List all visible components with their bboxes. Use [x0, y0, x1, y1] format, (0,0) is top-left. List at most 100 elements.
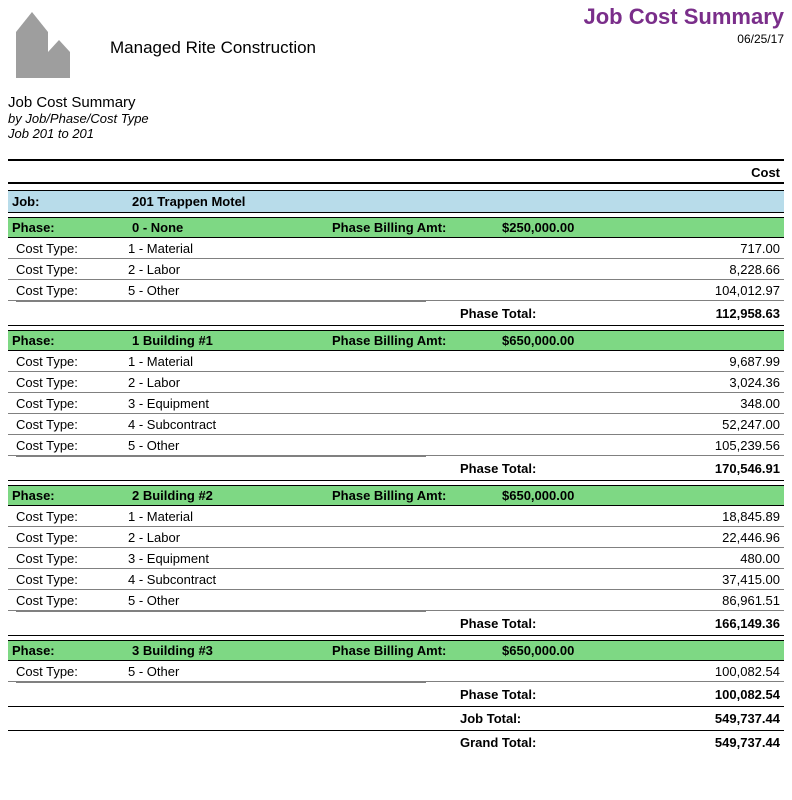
job-name: 201 Trappen Motel: [132, 194, 332, 209]
cost-type-label: Cost Type:: [16, 530, 128, 545]
phase-label: Phase:: [12, 333, 132, 348]
report-page: Job Cost Summary 06/25/17 Managed Rite C…: [0, 0, 792, 758]
cost-type-name: 5 - Other: [128, 593, 640, 608]
phase-total-row: Phase Total:166,149.36: [8, 612, 784, 636]
phase-total-value: 112,958.63: [640, 306, 780, 321]
cost-type-label: Cost Type:: [16, 241, 128, 256]
cost-type-label: Cost Type:: [16, 396, 128, 411]
cost-type-name: 5 - Other: [128, 664, 640, 679]
cost-type-label: Cost Type:: [16, 593, 128, 608]
cost-type-name: 2 - Labor: [128, 530, 640, 545]
cost-type-name: 1 - Material: [128, 509, 640, 524]
phase-total-label: Phase Total:: [460, 616, 640, 631]
company-name: Managed Rite Construction: [110, 38, 316, 58]
cost-type-row: Cost Type:4 - Subcontract37,415.00: [8, 569, 784, 590]
report-title: Job Cost Summary: [584, 4, 785, 30]
phase-row: Phase:3 Building #3Phase Billing Amt:$65…: [8, 640, 784, 661]
cost-type-value: 18,845.89: [640, 509, 780, 524]
cost-type-row: Cost Type:3 - Equipment348.00: [8, 393, 784, 414]
sub-title: Job Cost Summary: [8, 94, 784, 111]
cost-type-value: 105,239.56: [640, 438, 780, 453]
grand-total-row: Grand Total: 549,737.44: [8, 731, 784, 754]
phase-name: 2 Building #2: [132, 488, 332, 503]
cost-type-value: 22,446.96: [640, 530, 780, 545]
cost-type-label: Cost Type:: [16, 664, 128, 679]
cost-type-label: Cost Type:: [16, 438, 128, 453]
sub-header: Job Cost Summary by Job/Phase/Cost Type …: [8, 94, 784, 141]
billing-amount: $650,000.00: [502, 333, 780, 348]
job-total-value: 549,737.44: [640, 711, 780, 726]
billing-label: Phase Billing Amt:: [332, 220, 502, 235]
phase-row: Phase:2 Building #2Phase Billing Amt:$65…: [8, 485, 784, 506]
report-header: Job Cost Summary 06/25/17 Managed Rite C…: [8, 4, 784, 94]
title-block: Job Cost Summary 06/25/17: [584, 4, 785, 46]
billing-amount: $650,000.00: [502, 643, 780, 658]
phase-label: Phase:: [12, 643, 132, 658]
phase-total-value: 170,546.91: [640, 461, 780, 476]
grand-total-value: 549,737.44: [640, 735, 780, 750]
billing-label: Phase Billing Amt:: [332, 643, 502, 658]
job-total-label: Job Total:: [460, 711, 640, 726]
phase-total-label: Phase Total:: [460, 687, 640, 702]
report-date: 06/25/17: [584, 32, 785, 46]
cost-type-row: Cost Type:2 - Labor3,024.36: [8, 372, 784, 393]
phase-name: 3 Building #3: [132, 643, 332, 658]
logo-block: Managed Rite Construction: [12, 8, 316, 78]
cost-type-name: 1 - Material: [128, 241, 640, 256]
sub-range: Job 201 to 201: [8, 126, 784, 141]
cost-type-value: 348.00: [640, 396, 780, 411]
cost-type-value: 104,012.97: [640, 283, 780, 298]
phase-row: Phase:0 - NonePhase Billing Amt:$250,000…: [8, 217, 784, 238]
cost-type-row: Cost Type:5 - Other100,082.54: [8, 661, 784, 682]
billing-label: Phase Billing Amt:: [332, 333, 502, 348]
billing-label: Phase Billing Amt:: [332, 488, 502, 503]
job-label: Job:: [12, 194, 132, 209]
cost-type-value: 37,415.00: [640, 572, 780, 587]
cost-type-value: 86,961.51: [640, 593, 780, 608]
cost-type-value: 480.00: [640, 551, 780, 566]
cost-type-row: Cost Type:1 - Material717.00: [8, 238, 784, 259]
phase-total-row: Phase Total:112,958.63: [8, 302, 784, 326]
cost-type-name: 5 - Other: [128, 438, 640, 453]
job-row: Job: 201 Trappen Motel: [8, 190, 784, 213]
cost-type-label: Cost Type:: [16, 375, 128, 390]
cost-type-label: Cost Type:: [16, 354, 128, 369]
phase-label: Phase:: [12, 488, 132, 503]
phase-total-value: 166,149.36: [640, 616, 780, 631]
job-total-row: Job Total: 549,737.44: [8, 707, 784, 731]
cost-type-row: Cost Type:2 - Labor22,446.96: [8, 527, 784, 548]
cost-type-value: 8,228.66: [640, 262, 780, 277]
cost-type-label: Cost Type:: [16, 509, 128, 524]
cost-type-row: Cost Type:4 - Subcontract52,247.00: [8, 414, 784, 435]
cost-type-name: 3 - Equipment: [128, 396, 640, 411]
cost-type-value: 9,687.99: [640, 354, 780, 369]
phase-label: Phase:: [12, 220, 132, 235]
sub-by-line: by Job/Phase/Cost Type: [8, 111, 784, 126]
phase-total-label: Phase Total:: [460, 461, 640, 476]
phase-total-value: 100,082.54: [640, 687, 780, 702]
cost-type-name: 1 - Material: [128, 354, 640, 369]
phase-row: Phase:1 Building #1Phase Billing Amt:$65…: [8, 330, 784, 351]
cost-type-label: Cost Type:: [16, 283, 128, 298]
phase-total-row: Phase Total:170,546.91: [8, 457, 784, 481]
cost-type-name: 5 - Other: [128, 283, 640, 298]
phase-name: 0 - None: [132, 220, 332, 235]
cost-type-row: Cost Type:2 - Labor8,228.66: [8, 259, 784, 280]
phases-container: Phase:0 - NonePhase Billing Amt:$250,000…: [8, 217, 784, 707]
cost-type-name: 4 - Subcontract: [128, 572, 640, 587]
cost-type-label: Cost Type:: [16, 417, 128, 432]
phase-total-label: Phase Total:: [460, 306, 640, 321]
cost-type-row: Cost Type:5 - Other104,012.97: [8, 280, 784, 301]
cost-type-value: 52,247.00: [640, 417, 780, 432]
cost-type-label: Cost Type:: [16, 572, 128, 587]
cost-type-row: Cost Type:1 - Material9,687.99: [8, 351, 784, 372]
phase-total-row: Phase Total:100,082.54: [8, 683, 784, 707]
cost-type-row: Cost Type:1 - Material18,845.89: [8, 506, 784, 527]
cost-type-name: 3 - Equipment: [128, 551, 640, 566]
cost-type-label: Cost Type:: [16, 262, 128, 277]
cost-type-row: Cost Type:5 - Other86,961.51: [8, 590, 784, 611]
cost-type-label: Cost Type:: [16, 551, 128, 566]
cost-type-value: 717.00: [640, 241, 780, 256]
cost-type-name: 2 - Labor: [128, 262, 640, 277]
cost-type-name: 2 - Labor: [128, 375, 640, 390]
